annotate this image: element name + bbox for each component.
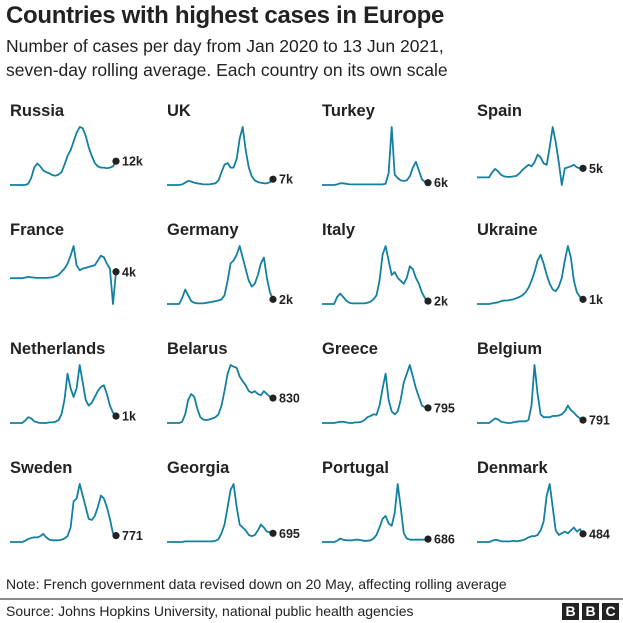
series-line-greece bbox=[322, 364, 429, 424]
latest-point-marker bbox=[269, 295, 277, 303]
panel-title: Italy bbox=[322, 221, 356, 239]
latest-value-label: 771 bbox=[122, 529, 143, 543]
latest-point-marker bbox=[424, 297, 432, 305]
panel-uk: UK 7k bbox=[167, 102, 293, 187]
latest-point-marker bbox=[112, 412, 120, 420]
series-line-belgium bbox=[477, 364, 584, 424]
latest-value-label: 695 bbox=[279, 527, 300, 541]
series-line-russia bbox=[10, 126, 117, 186]
panel-sweden: Sweden 771 bbox=[10, 459, 143, 543]
series-line-georgia bbox=[167, 483, 274, 543]
series-line-spain bbox=[477, 126, 583, 186]
panel-title: Denmark bbox=[477, 459, 548, 477]
panel-title: Netherlands bbox=[10, 340, 105, 358]
panel-belarus: Belarus 830 bbox=[167, 340, 300, 424]
latest-point-marker bbox=[112, 268, 120, 276]
panel-ukraine: Ukraine 1k bbox=[477, 221, 603, 307]
latest-point-marker bbox=[112, 157, 120, 165]
divider bbox=[0, 598, 623, 600]
latest-point-marker bbox=[269, 529, 277, 537]
panel-turkey: Turkey 6k bbox=[322, 102, 448, 190]
panel-netherlands: Netherlands 1k bbox=[10, 340, 136, 424]
panel-belgium: Belgium 791 bbox=[477, 340, 610, 428]
latest-value-label: 7k bbox=[279, 173, 293, 187]
chart-title: Countries with highest cases in Europe bbox=[6, 2, 445, 29]
latest-value-label: 1k bbox=[589, 293, 603, 307]
panel-title: Spain bbox=[477, 102, 522, 120]
latest-value-label: 2k bbox=[279, 293, 293, 307]
panel-title: Turkey bbox=[322, 102, 376, 120]
series-line-sweden bbox=[10, 483, 117, 543]
latest-point-marker bbox=[579, 416, 587, 424]
panel-title: Portugal bbox=[322, 459, 389, 477]
series-line-turkey bbox=[322, 126, 429, 186]
latest-point-marker bbox=[424, 179, 432, 187]
chart-subtitle-line-1: Number of cases per day from Jan 2020 to… bbox=[6, 36, 444, 56]
panel-title: UK bbox=[167, 102, 191, 120]
series-line-portugal bbox=[322, 483, 429, 543]
panel-title: Germany bbox=[167, 221, 239, 239]
latest-value-label: 686 bbox=[434, 533, 455, 547]
latest-value-label: 2k bbox=[434, 295, 448, 309]
latest-value-label: 830 bbox=[279, 392, 300, 406]
panel-spain: Spain 5k bbox=[477, 102, 603, 186]
latest-point-marker bbox=[424, 535, 432, 543]
series-line-italy bbox=[322, 245, 429, 305]
latest-value-label: 12k bbox=[122, 155, 143, 169]
chart-note: Note: French government data revised dow… bbox=[6, 576, 507, 592]
panel-france: France 4k bbox=[10, 221, 136, 305]
series-line-denmark bbox=[477, 483, 584, 543]
latest-value-label: 795 bbox=[434, 401, 455, 415]
panel-germany: Germany 2k bbox=[167, 221, 293, 307]
latest-value-label: 484 bbox=[589, 527, 610, 541]
panel-title: Greece bbox=[322, 340, 378, 358]
panel-denmark: Denmark 484 bbox=[477, 459, 610, 543]
panel-title: Belgium bbox=[477, 340, 542, 358]
latest-point-marker bbox=[579, 530, 587, 538]
series-line-germany bbox=[167, 245, 274, 305]
panel-title: France bbox=[10, 221, 64, 239]
panel-italy: Italy 2k bbox=[322, 221, 448, 309]
latest-point-marker bbox=[112, 532, 120, 540]
panel-portugal: Portugal 686 bbox=[322, 459, 455, 547]
series-line-belarus bbox=[167, 364, 274, 424]
latest-point-marker bbox=[579, 164, 587, 172]
series-line-ukraine bbox=[477, 245, 584, 305]
panel-title: Sweden bbox=[10, 459, 72, 477]
latest-point-marker bbox=[424, 404, 432, 412]
panel-title: Russia bbox=[10, 102, 65, 120]
series-line-netherlands bbox=[10, 364, 117, 424]
latest-value-label: 4k bbox=[122, 265, 136, 279]
series-line-uk bbox=[167, 126, 274, 186]
panel-title: Belarus bbox=[167, 340, 228, 358]
series-line-france bbox=[10, 245, 117, 305]
latest-value-label: 6k bbox=[434, 176, 448, 190]
panel-georgia: Georgia 695 bbox=[167, 459, 300, 543]
small-multiples-chart: Russia 12k UK 7k Turkey 6k Spain 5k France 4k Germ… bbox=[10, 102, 610, 547]
panel-title: Ukraine bbox=[477, 221, 538, 239]
chart-source: Source: Johns Hopkins University, nation… bbox=[6, 603, 414, 619]
latest-point-marker bbox=[269, 394, 277, 402]
latest-point-marker bbox=[579, 295, 587, 303]
panel-greece: Greece 795 bbox=[322, 340, 455, 424]
latest-value-label: 1k bbox=[122, 410, 136, 424]
latest-value-label: 5k bbox=[589, 162, 603, 176]
panel-russia: Russia 12k bbox=[10, 102, 143, 186]
chart-subtitle-line-2: seven-day rolling average. Each country … bbox=[6, 60, 448, 80]
panel-title: Georgia bbox=[167, 459, 230, 477]
latest-point-marker bbox=[269, 175, 277, 183]
latest-value-label: 791 bbox=[589, 414, 610, 428]
